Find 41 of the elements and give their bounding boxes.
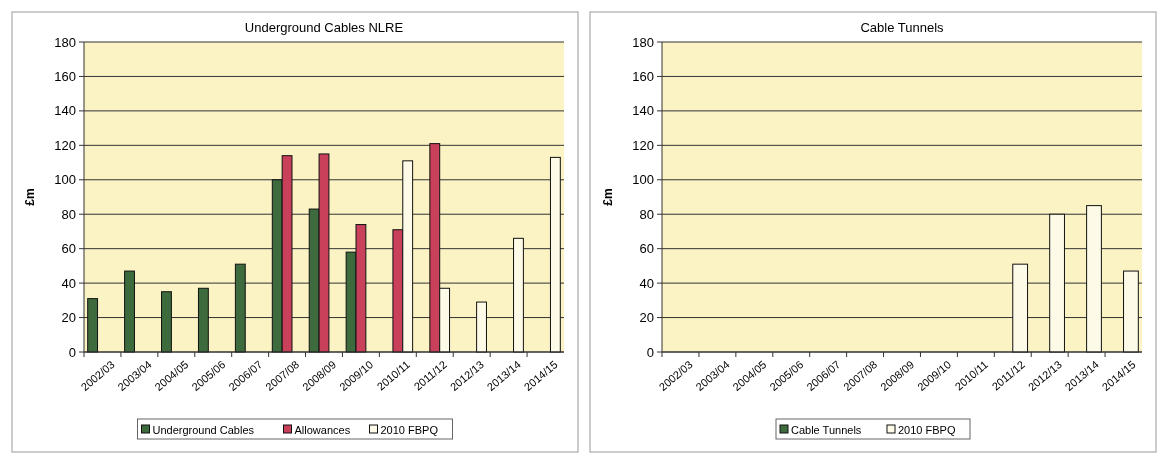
y-tick-label: 120 <box>54 137 76 153</box>
bar <box>124 270 135 353</box>
bar <box>513 237 524 353</box>
bar <box>1123 270 1139 353</box>
y-tick-label: 180 <box>632 34 654 50</box>
y-tick-label: 80 <box>639 206 654 222</box>
bar <box>197 287 209 353</box>
chart-title: Cable Tunnels <box>860 20 945 35</box>
legend-label: 2010 FBPQ <box>898 423 956 436</box>
y-tick-label: 120 <box>632 137 654 153</box>
bar <box>234 263 246 353</box>
y-tick-label: 160 <box>54 68 76 84</box>
bar <box>1049 213 1065 353</box>
y-tick-label: 80 <box>61 206 76 222</box>
y-tick-label: 100 <box>54 172 76 188</box>
chart-title: Underground Cables NLRE <box>244 20 404 35</box>
bar <box>476 301 487 353</box>
bar <box>1012 263 1029 353</box>
y-tick-label: 100 <box>632 172 654 188</box>
y-tick-label: 40 <box>639 275 654 291</box>
y-tick-label: 0 <box>68 344 76 360</box>
y-tick-label: 140 <box>632 103 654 119</box>
legend-label: 2010 FBPQ <box>380 423 439 436</box>
y-tick-label: 20 <box>639 310 654 326</box>
y-axis-title: £m <box>23 188 37 206</box>
y-tick-label: 0 <box>646 344 654 360</box>
y-tick-label: 140 <box>54 103 76 119</box>
legend-label: Underground Cables <box>152 423 255 436</box>
y-axis-title: £m <box>601 188 615 206</box>
y-tick-label: 60 <box>639 241 654 257</box>
y-tick-label: 60 <box>61 241 76 257</box>
bar <box>549 156 561 353</box>
legend-label: Cable Tunnels <box>791 423 862 436</box>
y-tick-label: 160 <box>632 68 654 84</box>
legend-label: Allowances <box>294 423 351 436</box>
bar <box>161 291 172 353</box>
y-tick-label: 20 <box>61 310 76 326</box>
bar <box>87 298 99 353</box>
y-tick-label: 40 <box>61 275 76 291</box>
y-tick-label: 180 <box>54 34 76 50</box>
bar <box>1086 205 1102 353</box>
